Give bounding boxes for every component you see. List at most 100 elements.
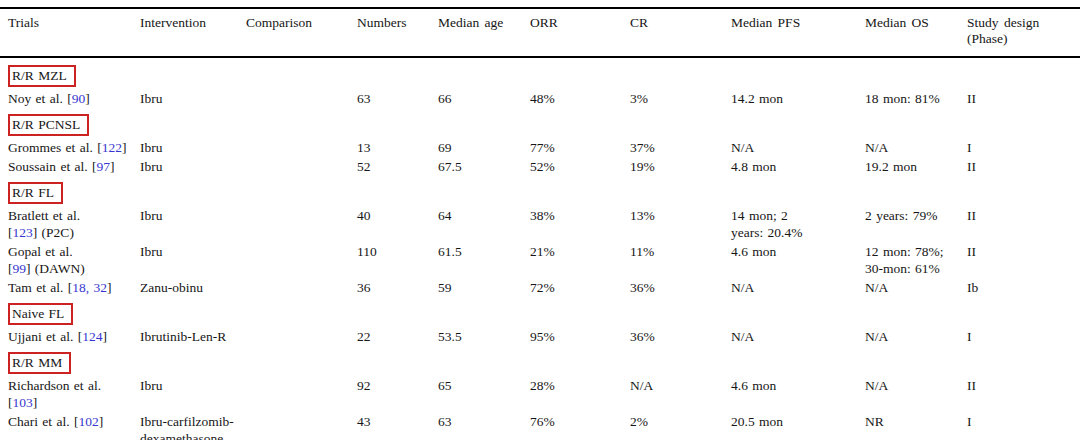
cell-text: 14 mon; 2 [731,208,788,223]
cell-text: 36% [630,280,655,295]
cell-text: I [967,140,972,155]
cell-median-os: N/A [865,278,967,297]
cell-median-os: N/A [865,138,967,157]
cell-text: II [967,244,976,259]
cell-cr: 11% [630,242,731,278]
cell-text: 21% [530,244,555,259]
cell-text: Ujjani et al. [ [8,329,82,344]
section-cell: Naive FL [0,297,1080,327]
section-label: R/R PCNSL [8,114,89,136]
cell-text: I [967,414,972,429]
cell-text: Richardson et al. [8,378,101,393]
citation-link[interactable]: 122 [102,140,122,155]
cell-text: 65 [438,378,452,393]
citation-link[interactable]: 90 [72,91,86,106]
cell-text: N/A [630,378,653,393]
cell-text: ] [107,280,112,295]
cell-comparison [246,376,357,412]
cell-comparison [246,89,357,108]
cell-text: 61.5 [438,244,462,259]
cell-text: 63 [357,91,371,106]
cell-text: 53.5 [438,329,462,344]
cell-text: II [967,208,976,223]
cell-text: ] [99,414,104,429]
cell-phase: II [967,376,1080,412]
cell-text: 92 [357,378,371,393]
cell-text: N/A [731,329,754,344]
cell-numbers: 22 [357,327,438,346]
cell-comparison [246,278,357,297]
cell-median-os: 19.2 mon [865,157,967,176]
citation-link[interactable]: 99 [13,261,27,276]
cell-numbers: 13 [357,138,438,157]
cell-median-pfs: N/A [731,138,865,157]
citation-link[interactable]: 18, 32 [72,280,107,295]
cell-text: ] [102,329,107,344]
cell-comparison [246,157,357,176]
cell-trial: Grommes et al. [122] [0,138,140,157]
cell-text: N/A [731,140,754,155]
citation-link[interactable]: 124 [82,329,102,344]
cell-text: Ibrutinib-Len-R [140,329,226,344]
cell-orr: 76% [530,412,630,440]
cell-text: 69 [438,140,452,155]
section-label: Naive FL [8,303,73,325]
cell-median-age: 65 [438,376,530,412]
section-cell: R/R PCNSL [0,108,1080,138]
cell-intervention: Ibru-carfilzomib-dexamethasone [140,412,246,440]
cell-trial: Chari et al. [102] [0,412,140,440]
cell-text: 37% [630,140,655,155]
cell-text: 76% [530,414,555,429]
cell-median-pfs: 4.6 mon [731,242,865,278]
cell-text: 64 [438,208,452,223]
cell-orr: 77% [530,138,630,157]
cell-median-os: 12 mon: 78%;30-mon: 61% [865,242,967,278]
cell-median-age: 69 [438,138,530,157]
cell-trial: Gopal et al.[99] (DAWN) [0,242,140,278]
section-cell: R/R FL [0,176,1080,206]
cell-cr: 2% [630,412,731,440]
column-header: Numbers [357,8,438,57]
cell-intervention: Ibru [140,157,246,176]
cell-text: 72% [530,280,555,295]
cell-orr: 52% [530,157,630,176]
cell-phase: II [967,206,1080,242]
cell-text: ] [122,140,127,155]
cell-median-pfs: N/A [731,278,865,297]
column-header: Comparison [246,8,357,57]
cell-orr: 28% [530,376,630,412]
cell-text: N/A [731,280,754,295]
cell-text: 13 [357,140,371,155]
cell-text: Ibru-carfilzomib- [140,414,234,429]
cell-text: 19.2 mon [865,159,917,174]
cell-phase: II [967,242,1080,278]
cell-text: 28% [530,378,555,393]
cell-orr: 48% [530,89,630,108]
cell-median-age: 53.5 [438,327,530,346]
cell-text: 110 [357,244,377,259]
cell-comparison [246,327,357,346]
cell-text: II [967,159,976,174]
citation-link[interactable]: 97 [97,159,111,174]
cell-numbers: 52 [357,157,438,176]
cell-text: 40 [357,208,371,223]
citation-link[interactable]: 123 [13,225,33,240]
cell-comparison [246,412,357,440]
cell-orr: 72% [530,278,630,297]
cell-text: Ib [967,280,978,295]
cell-text: Noy et al. [ [8,91,72,106]
cell-median-pfs: 20.5 mon [731,412,865,440]
cell-text: ] [85,91,90,106]
cell-phase: I [967,327,1080,346]
cell-phase: I [967,138,1080,157]
cell-intervention: Ibru [140,376,246,412]
citation-link[interactable]: 102 [78,414,98,429]
cell-cr: 13% [630,206,731,242]
cell-comparison [246,206,357,242]
cell-phase: II [967,89,1080,108]
citation-link[interactable]: 103 [13,395,33,410]
cell-text: Ibru [140,244,163,259]
section-row: R/R MM [0,346,1080,376]
cell-numbers: 36 [357,278,438,297]
cell-text: ] (DAWN) [26,261,85,276]
